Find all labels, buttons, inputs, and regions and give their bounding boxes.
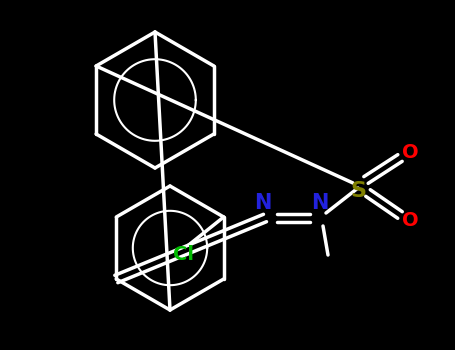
Text: O: O xyxy=(402,210,418,230)
Text: Cl: Cl xyxy=(173,245,194,265)
Text: N: N xyxy=(311,193,329,213)
Text: N: N xyxy=(254,193,272,213)
Text: O: O xyxy=(402,144,418,162)
Text: S: S xyxy=(350,181,366,201)
